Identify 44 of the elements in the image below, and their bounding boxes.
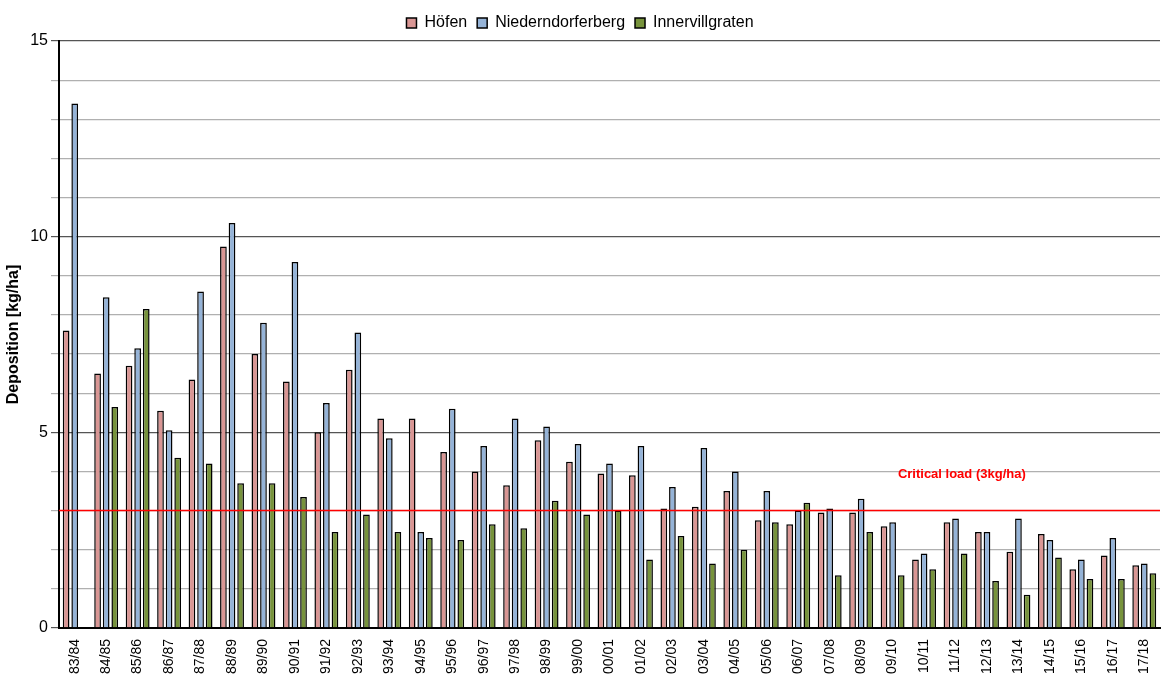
y-tick-label: 0 (39, 618, 49, 636)
legend-label: Niederndorferberg (495, 13, 626, 31)
x-tick-label: 88/89 (222, 638, 239, 675)
x-tick-label: 17/18 (1135, 638, 1152, 675)
x-tick-label: 15/16 (1072, 638, 1089, 675)
x-tick-label: 83/84 (65, 638, 82, 675)
x-tick-label: 84/85 (97, 638, 114, 675)
x-tick-label: 87/88 (191, 638, 208, 675)
x-tick-label: 97/98 (505, 638, 522, 675)
x-tick-label: 02/03 (663, 638, 680, 675)
x-tick-label: 16/17 (1103, 638, 1120, 675)
ref-line-label: Critical load (3kg/ha) (897, 465, 1026, 481)
x-tick-label: 14/15 (1040, 638, 1057, 675)
x-tick-label: 09/10 (883, 638, 900, 675)
y-axis-title: Deposition [kg/ha] (4, 264, 22, 405)
x-tick-label: 94/95 (411, 638, 428, 675)
legend-label: Innervillgraten (653, 13, 754, 31)
x-tick-label: 99/00 (568, 638, 585, 675)
x-tick-label: 90/91 (285, 638, 302, 675)
x-tick-label: 05/06 (757, 638, 774, 675)
x-tick-label: 10/11 (914, 638, 931, 673)
x-tick-label: 12/13 (977, 638, 994, 675)
x-tick-label: 11/12 (946, 638, 963, 673)
y-tick-label: 10 (30, 227, 49, 245)
x-tick-label: 06/07 (789, 638, 806, 675)
x-tick-label: 01/02 (631, 638, 648, 675)
x-tick-label: 07/08 (820, 638, 837, 675)
x-tick-label: 91/92 (317, 638, 334, 675)
x-tick-label: 86/87 (159, 638, 176, 675)
x-tick-label: 89/90 (254, 638, 271, 675)
x-tick-label: 93/94 (380, 638, 397, 675)
x-tick-label: 96/97 (474, 638, 491, 675)
x-tick-label: 04/05 (726, 638, 743, 675)
x-tick-label: 00/01 (600, 638, 617, 675)
legend-label: Höfen (424, 13, 468, 31)
x-tick-label: 92/93 (348, 638, 365, 675)
x-tick-label: 03/04 (694, 638, 711, 675)
x-tick-label: 13/14 (1009, 638, 1026, 675)
x-tick-label: 95/96 (443, 638, 460, 675)
y-tick-label: 5 (39, 422, 49, 440)
x-tick-label: 98/99 (537, 638, 554, 675)
x-tick-label: 85/86 (128, 638, 145, 675)
y-tick-label: 15 (30, 31, 49, 49)
x-tick-label: 08/09 (852, 638, 869, 675)
